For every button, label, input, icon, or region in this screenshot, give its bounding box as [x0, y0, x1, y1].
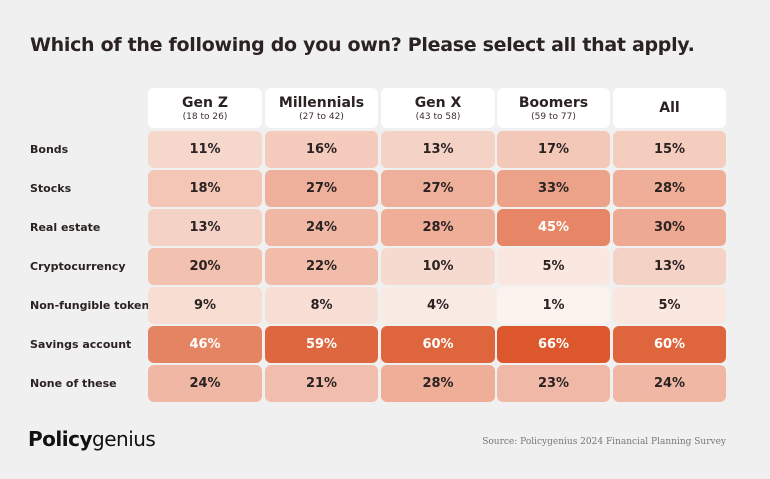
heatmap-cell: 23% — [497, 365, 610, 402]
heatmap-cell: 16% — [265, 131, 378, 168]
source-note: Source: Policygenius 2024 Financial Plan… — [482, 437, 726, 447]
row-label: Savings account — [30, 338, 132, 351]
row-label: Real estate — [30, 221, 101, 234]
column-name: Gen X — [414, 94, 462, 111]
column-name: Millennials — [278, 94, 365, 111]
heatmap-cell: 66% — [497, 326, 610, 363]
heatmap-cell: 30% — [613, 209, 726, 246]
heatmap-cell: 11% — [148, 131, 262, 168]
column-age-range: (43 to 58) — [415, 111, 461, 122]
heatmap-cell: 24% — [148, 365, 262, 402]
column-age-range: (59 to 77) — [531, 111, 576, 122]
heatmap-cell: 20% — [148, 248, 262, 285]
heatmap-cell: 27% — [381, 170, 495, 207]
column-header: Gen X (43 to 58) — [381, 88, 495, 128]
heatmap-cell: 13% — [381, 131, 495, 168]
heatmap-cell: 13% — [148, 209, 262, 246]
heatmap-cell: 8% — [265, 287, 378, 324]
column-age-range: (18 to 26) — [182, 111, 228, 122]
chart-title: Which of the following do you own? Pleas… — [30, 34, 695, 56]
column-header: All — [613, 88, 726, 128]
row-label: Bonds — [30, 143, 69, 156]
column-header: Millennials (27 to 42) — [265, 88, 378, 128]
heatmap-cell: 45% — [497, 209, 610, 246]
column-name: Gen Z — [182, 94, 228, 111]
heatmap-cell: 60% — [613, 326, 726, 363]
heatmap-cell: 10% — [381, 248, 495, 285]
heatmap-cell: 28% — [613, 170, 726, 207]
row-label: None of these — [30, 377, 117, 390]
heatmap-cell: 27% — [265, 170, 378, 207]
heatmap-cell: 4% — [381, 287, 495, 324]
heatmap-cell: 21% — [265, 365, 378, 402]
logo-bold: Policy — [28, 427, 93, 451]
column-age-range: (27 to 42) — [299, 111, 344, 122]
heatmap-cell: 60% — [381, 326, 495, 363]
heatmap-cell: 24% — [265, 209, 378, 246]
column-name: Boomers — [518, 94, 589, 111]
column-header: Boomers (59 to 77) — [497, 88, 610, 128]
heatmap-cell: 28% — [381, 209, 495, 246]
heatmap-cell: 15% — [613, 131, 726, 168]
heatmap-cell: 13% — [613, 248, 726, 285]
logo-regular: genius — [92, 427, 156, 451]
column-header: Gen Z (18 to 26) — [148, 88, 262, 128]
heatmap-cell: 18% — [148, 170, 262, 207]
heatmap-cell: 1% — [497, 287, 610, 324]
heatmap-cell: 24% — [613, 365, 726, 402]
heatmap-cell: 9% — [148, 287, 262, 324]
heatmap-cell: 46% — [148, 326, 262, 363]
heatmap-cell: 33% — [497, 170, 610, 207]
heatmap-cell: 5% — [497, 248, 610, 285]
heatmap-cell: 28% — [381, 365, 495, 402]
row-label: Stocks — [30, 182, 72, 195]
row-label: Non-fungible tokens — [30, 299, 156, 312]
column-name: All — [659, 100, 680, 116]
heatmap-cell: 22% — [265, 248, 378, 285]
heatmap-cell: 5% — [613, 287, 726, 324]
policygenius-logo: Policygenius — [28, 427, 156, 451]
heatmap-cell: 17% — [497, 131, 610, 168]
heatmap-cell: 59% — [265, 326, 378, 363]
row-label: Cryptocurrency — [30, 260, 126, 273]
